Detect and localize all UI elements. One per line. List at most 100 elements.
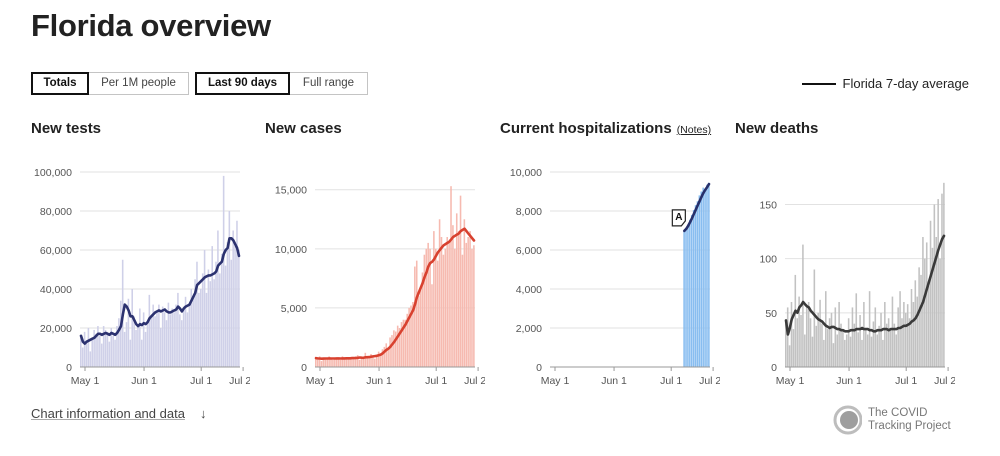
daily-bar — [368, 358, 370, 367]
daily-bar — [435, 248, 437, 367]
daily-bar — [920, 274, 922, 367]
y-tick-label: 4,000 — [516, 284, 542, 296]
y-tick-label: 10,000 — [510, 167, 542, 179]
daily-bar — [414, 266, 416, 367]
y-tick-label: 10,000 — [275, 244, 307, 256]
daily-bar — [169, 314, 172, 367]
daily-bar — [349, 359, 351, 367]
notes-link[interactable]: (Notes) — [676, 124, 712, 136]
daily-bar — [230, 259, 233, 367]
x-tick-label: Jun 1 — [366, 375, 392, 387]
daily-bar — [110, 328, 113, 367]
daily-bar — [834, 307, 837, 367]
daily-bar — [339, 359, 342, 367]
daily-bar — [901, 318, 903, 367]
x-tick-label: May 1 — [306, 375, 335, 387]
daily-bar — [173, 312, 175, 367]
daily-bar — [885, 323, 888, 367]
daily-bar — [785, 323, 787, 367]
daily-bar — [377, 351, 380, 367]
daily-bar — [448, 242, 450, 367]
daily-bar — [408, 307, 410, 367]
daily-bar — [131, 289, 133, 367]
daily-bar — [931, 247, 934, 367]
daily-bar — [433, 231, 435, 367]
daily-bar — [819, 299, 821, 367]
daily-bar — [142, 312, 145, 367]
daily-bar — [232, 230, 234, 367]
daily-bar — [163, 312, 166, 367]
daily-bar — [358, 359, 361, 367]
daily-bar — [845, 334, 848, 367]
y-tick-label: 0 — [536, 362, 542, 374]
annotation-marker[interactable] — [671, 209, 686, 227]
per-1m-people-toggle[interactable]: Per 1M people — [89, 72, 189, 95]
full-range-toggle[interactable]: Full range — [290, 72, 368, 95]
y-tick-label: 20,000 — [40, 323, 72, 335]
tests-chart: 0 20,000 40,000 60,000 80,000 100,000 May 1 Jun… — [34, 167, 250, 387]
legend-label: Florida 7-day average — [842, 76, 969, 91]
daily-bar — [97, 326, 99, 367]
daily-bar — [828, 318, 831, 367]
brand-line-1: The COVID — [868, 407, 928, 419]
daily-bar — [135, 329, 137, 367]
daily-bar — [351, 357, 353, 367]
daily-bar — [106, 331, 109, 367]
daily-bar — [937, 199, 939, 367]
daily-bar — [118, 318, 120, 367]
daily-bar — [893, 323, 896, 367]
daily-bar — [146, 322, 149, 367]
daily-bar — [387, 349, 389, 367]
daily-bar — [471, 248, 473, 367]
daily-bar — [454, 248, 456, 367]
daily-bar — [800, 315, 802, 367]
daily-bar — [234, 246, 236, 367]
daily-bar — [687, 224, 689, 367]
daily-bar — [916, 296, 918, 367]
annotation-label[interactable]: A — [675, 212, 682, 223]
down-arrow-icon[interactable]: ↓ — [200, 406, 207, 421]
daily-bar — [224, 265, 227, 367]
daily-bar — [140, 339, 143, 367]
chart-info-link[interactable]: Chart information and data — [31, 406, 185, 421]
hospitalizations-chart: 0 2,000 4,000 6,000 8,000 10,000 A May 1 Jun 1 Ju… — [510, 167, 720, 387]
daily-bar — [123, 331, 126, 367]
daily-bar — [114, 339, 116, 367]
daily-bar — [152, 304, 154, 367]
tests-chart-title: New tests — [31, 120, 102, 137]
daily-bar — [941, 193, 943, 367]
daily-bar — [179, 314, 181, 367]
y-tick-label: 0 — [66, 362, 72, 374]
daily-bar — [425, 248, 428, 367]
daily-bar — [404, 319, 407, 367]
daily-bar — [395, 331, 397, 367]
daily-bar — [203, 250, 206, 367]
totals-toggle[interactable]: Totals — [31, 72, 89, 95]
legend-line-swatch — [801, 82, 836, 85]
covid-tracking-logo[interactable]: The COVID Tracking Project — [832, 404, 968, 436]
daily-bar — [849, 336, 852, 367]
daily-bar — [217, 230, 219, 367]
daily-bar — [381, 349, 384, 367]
daily-bar — [882, 339, 884, 367]
daily-bar — [200, 289, 202, 367]
daily-bar — [872, 321, 875, 367]
daily-bar — [461, 254, 464, 367]
daily-bar — [182, 306, 185, 367]
daily-bar — [429, 248, 431, 367]
x-tick-label: Jul 23 — [699, 375, 720, 387]
daily-bar — [398, 328, 401, 367]
daily-bar — [431, 284, 433, 367]
y-tick-label: 60,000 — [40, 245, 72, 257]
daily-bar — [908, 318, 911, 367]
daily-bar — [910, 289, 913, 367]
daily-bar — [866, 334, 869, 367]
daily-bar — [876, 334, 878, 367]
daily-bar — [813, 269, 816, 367]
daily-bar — [440, 237, 443, 367]
daily-bar — [708, 182, 710, 367]
y-tick-label: 80,000 — [40, 206, 72, 218]
daily-bar — [469, 231, 471, 367]
daily-bar — [220, 253, 223, 367]
last-90-days-toggle[interactable]: Last 90 days — [195, 72, 290, 95]
